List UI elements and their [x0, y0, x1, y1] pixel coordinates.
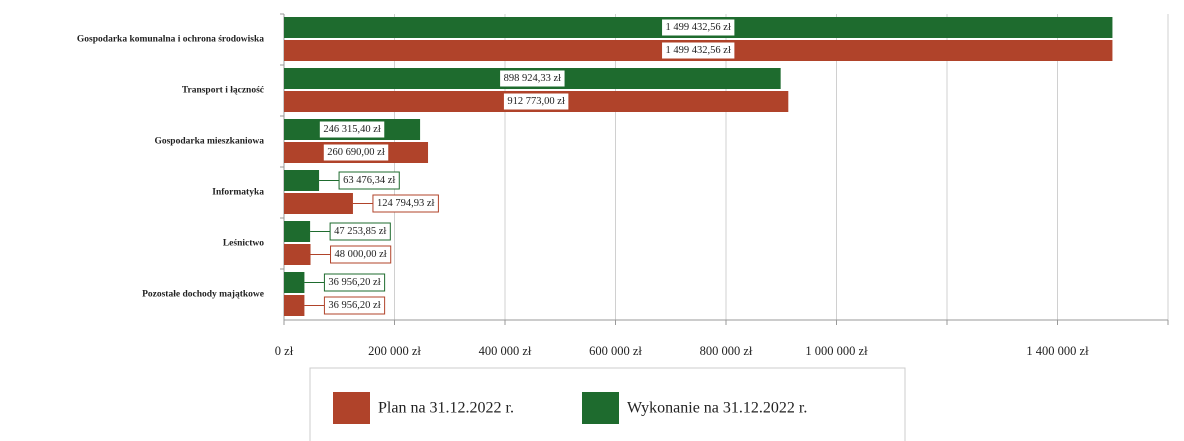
legend-swatch — [333, 392, 370, 424]
value-label-box — [499, 69, 566, 88]
value-label: 36 956,20 zł — [328, 300, 380, 311]
value-label-box — [661, 41, 736, 60]
legend-label: Wykonanie na 31.12.2022 r. — [627, 400, 807, 417]
x-tick-label: 1 400 000 zł — [1026, 344, 1089, 358]
legend-label: Plan na 31.12.2022 r. — [378, 400, 514, 417]
x-tick-label: 1 000 000 zł — [805, 344, 868, 358]
x-tick-label: 800 000 zł — [700, 344, 753, 358]
value-label-box — [318, 120, 386, 139]
value-label: 912 773,00 zł — [507, 96, 565, 107]
y-tick-label: Transport i łączność — [182, 86, 264, 96]
bar — [284, 295, 305, 316]
value-label-box — [661, 18, 736, 37]
x-tick-label: 600 000 zł — [589, 344, 642, 358]
y-tick-label: Informatyka — [212, 188, 264, 198]
value-label-box — [322, 143, 390, 162]
value-label: 124 794,93 zł — [377, 198, 435, 209]
bar — [284, 193, 353, 214]
value-label: 47 253,85 zł — [334, 226, 386, 237]
value-label: 246 315,40 zł — [323, 124, 381, 135]
x-tick-label: 400 000 zł — [479, 344, 532, 358]
x-tick-label: 0 zł — [275, 344, 294, 358]
y-tick-label: Gospodarka mieszkaniowa — [154, 137, 264, 147]
bar — [284, 221, 311, 242]
x-tick-label: 200 000 zł — [368, 344, 421, 358]
bar — [284, 244, 311, 265]
value-label: 36 956,20 zł — [328, 277, 380, 288]
y-tick-label: Pozostałe dochody majątkowe — [142, 290, 264, 300]
y-tick-label: Gospodarka komunalna i ochrona środowisk… — [77, 35, 264, 45]
value-label: 1 499 432,56 zł — [666, 45, 731, 56]
y-tick-label: Leśnictwo — [223, 239, 264, 249]
legend-swatch — [582, 392, 619, 424]
bar — [284, 272, 305, 293]
bar — [284, 170, 320, 191]
value-label: 898 924,33 zł — [504, 73, 562, 84]
value-label: 63 476,34 zł — [343, 175, 395, 186]
value-label-box — [502, 92, 570, 111]
value-label: 1 499 432,56 zł — [666, 22, 731, 33]
value-label: 48 000,00 zł — [335, 249, 387, 260]
value-label: 260 690,00 zł — [327, 147, 385, 158]
